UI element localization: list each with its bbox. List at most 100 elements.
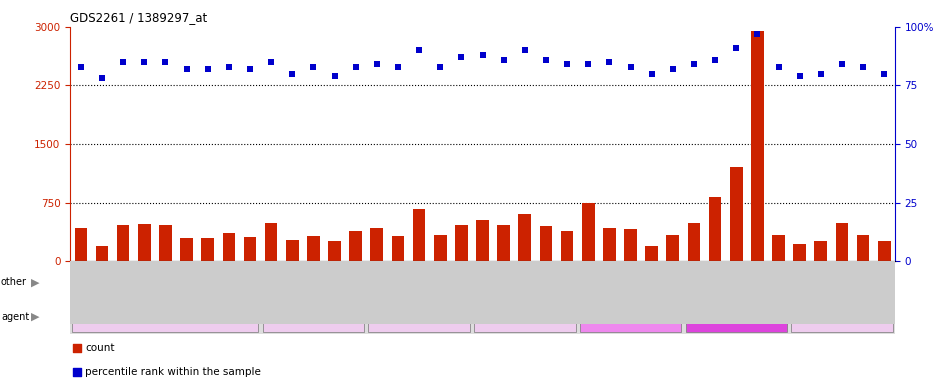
Point	[855, 64, 870, 70]
Bar	[455, 225, 467, 261]
Bar	[640, 261, 662, 324]
Bar	[623, 229, 636, 261]
Bar	[556, 261, 578, 324]
Bar	[265, 223, 277, 261]
Text: dinitrophenol: dinitrophenol	[388, 312, 449, 321]
Bar	[328, 241, 341, 261]
Bar	[408, 261, 430, 324]
Point	[644, 71, 659, 77]
Bar	[835, 223, 847, 261]
Bar	[518, 214, 531, 261]
Bar	[682, 261, 704, 324]
Point	[770, 64, 785, 70]
Bar	[877, 241, 889, 261]
Bar	[176, 261, 197, 324]
Text: caerulein: caerulein	[292, 312, 334, 321]
Point	[707, 56, 722, 63]
Bar	[856, 235, 869, 261]
Point	[580, 61, 595, 68]
Point	[686, 61, 701, 68]
Point	[411, 47, 426, 53]
Point	[453, 54, 468, 60]
Bar	[579, 301, 680, 332]
Bar	[70, 261, 92, 324]
Bar	[771, 235, 784, 261]
Bar	[302, 261, 324, 324]
Bar	[790, 301, 892, 332]
Bar	[368, 301, 469, 332]
Bar	[117, 225, 129, 261]
Point	[348, 64, 363, 70]
Point	[69, 369, 84, 375]
Point	[115, 59, 130, 65]
Point	[263, 59, 278, 65]
Bar	[134, 261, 154, 324]
Point	[517, 47, 532, 53]
Text: agent: agent	[1, 312, 29, 322]
Bar	[240, 261, 260, 324]
Bar	[581, 203, 594, 261]
Bar	[560, 231, 573, 261]
Bar	[430, 261, 450, 324]
Bar	[349, 231, 361, 261]
Bar	[450, 261, 472, 324]
Point	[622, 64, 637, 70]
Text: count: count	[85, 343, 114, 353]
Bar	[579, 267, 892, 298]
Point	[496, 56, 511, 63]
Bar	[810, 261, 830, 324]
Text: other: other	[1, 277, 27, 287]
Bar	[665, 235, 679, 261]
Bar	[497, 225, 509, 261]
Point	[559, 61, 574, 68]
Text: rosiglitazone: rosiglitazone	[495, 312, 553, 321]
Bar	[344, 261, 366, 324]
Bar	[218, 261, 240, 324]
Bar	[433, 235, 446, 261]
Bar	[95, 245, 109, 261]
Bar	[724, 261, 746, 324]
Point	[876, 71, 891, 77]
Text: GDS2261 / 1389297_at: GDS2261 / 1389297_at	[70, 11, 207, 24]
Text: alpha-naphthylisothiocyan
ate: alpha-naphthylisothiocyan ate	[570, 307, 690, 326]
Point	[369, 61, 384, 68]
Bar	[662, 261, 682, 324]
Bar	[387, 261, 408, 324]
Text: toxic: toxic	[723, 277, 748, 287]
Point	[179, 66, 194, 72]
Bar	[539, 226, 551, 261]
Point	[69, 345, 84, 351]
Point	[475, 52, 490, 58]
Point	[601, 59, 616, 65]
Bar	[307, 236, 319, 261]
Bar	[159, 225, 171, 261]
Point	[390, 64, 405, 70]
Bar	[197, 261, 218, 324]
Text: n-methylformamide: n-methylformamide	[796, 312, 886, 321]
Bar	[852, 261, 872, 324]
Text: untreated: untreated	[143, 312, 187, 321]
Point	[327, 73, 342, 79]
Point	[749, 31, 764, 37]
Bar	[645, 246, 657, 261]
Bar	[260, 261, 282, 324]
Bar	[813, 241, 826, 261]
Point	[242, 66, 257, 72]
Text: non-toxic: non-toxic	[394, 277, 443, 287]
Point	[221, 64, 236, 70]
Point	[305, 64, 320, 70]
Bar	[746, 261, 768, 324]
Bar	[578, 261, 598, 324]
Point	[834, 61, 849, 68]
Bar	[243, 237, 256, 261]
Text: control: control	[147, 277, 183, 287]
Point	[812, 71, 827, 77]
Bar	[222, 233, 235, 261]
Text: ▶: ▶	[31, 312, 39, 322]
Bar	[472, 261, 492, 324]
Point	[665, 66, 680, 72]
Point	[728, 45, 743, 51]
Bar	[475, 220, 489, 261]
Bar	[534, 261, 556, 324]
Bar	[366, 261, 387, 324]
